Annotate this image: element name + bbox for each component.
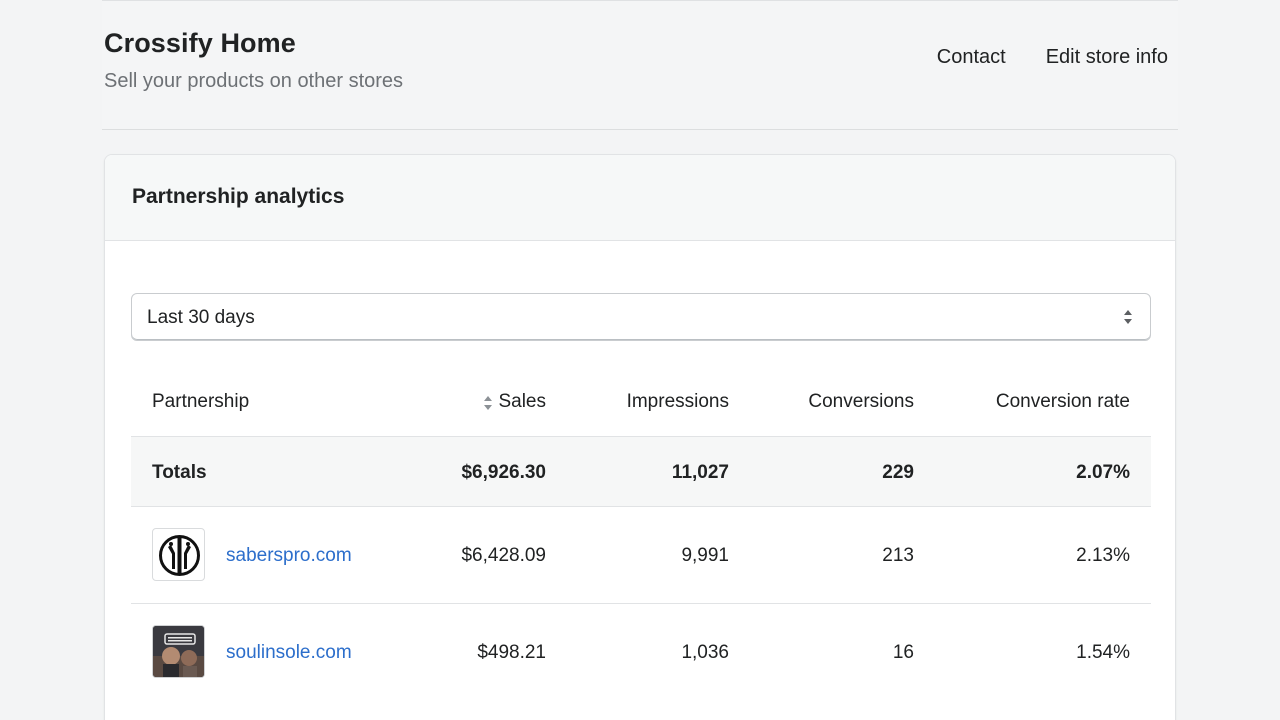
contact-button[interactable]: Contact bbox=[936, 46, 1006, 68]
card-header: Partnership analytics bbox=[105, 155, 1175, 241]
page-header: Crossify Home Sell your products on othe… bbox=[102, 1, 1178, 130]
column-header-impressions: Impressions bbox=[626, 391, 729, 412]
row-conversions: 213 bbox=[882, 545, 914, 566]
row-conversions: 16 bbox=[892, 642, 914, 663]
row-sales: $6,428.09 bbox=[461, 545, 546, 566]
page-title: Crossify Home bbox=[104, 28, 296, 58]
row-impressions: 9,991 bbox=[681, 545, 729, 566]
date-range-value: Last 30 days bbox=[147, 307, 255, 328]
table-row: soulinsole.com $498.21 1,036 16 1.54% bbox=[131, 604, 1151, 701]
page: Crossify Home Sell your products on othe… bbox=[102, 0, 1178, 720]
row-impressions: 1,036 bbox=[681, 642, 729, 663]
table-row: saberspro.com $6,428.09 9,991 213 2.13% bbox=[131, 507, 1151, 604]
card-title: Partnership analytics bbox=[132, 185, 345, 208]
column-header-partnership: Partnership bbox=[152, 391, 250, 412]
totals-impressions: 11,027 bbox=[671, 462, 729, 483]
saber-logo-icon bbox=[159, 535, 200, 576]
totals-row: Totals $6,926.30 11,027 229 2.07% bbox=[131, 437, 1151, 507]
partner-logo bbox=[152, 625, 205, 678]
soulinsole-logo-icon bbox=[153, 626, 204, 677]
partner-link-saberspro[interactable]: saberspro.com bbox=[226, 545, 352, 566]
page-subtitle: Sell your products on other stores bbox=[104, 70, 404, 92]
column-header-conversions: Conversions bbox=[808, 391, 914, 412]
select-caret-icon bbox=[1124, 310, 1132, 324]
partner-link-soulinsole[interactable]: soulinsole.com bbox=[226, 642, 352, 663]
partnership-analytics-card: Partnership analytics Last 30 days Partn… bbox=[104, 154, 1176, 720]
header-actions: Contact Edit store info bbox=[937, 46, 1168, 69]
totals-label: Totals bbox=[152, 462, 207, 483]
column-header-sales[interactable]: Sales bbox=[498, 391, 546, 412]
partner-logo bbox=[152, 528, 205, 581]
sort-icon[interactable] bbox=[483, 395, 493, 411]
totals-conversion-rate: 2.07% bbox=[1076, 462, 1130, 483]
top-divider bbox=[102, 0, 1178, 1]
edit-store-info-button[interactable]: Edit store info bbox=[1045, 46, 1168, 68]
column-header-conversion-rate: Conversion rate bbox=[995, 391, 1130, 412]
row-conversion-rate: 1.54% bbox=[1076, 642, 1130, 663]
totals-sales: $6,926.30 bbox=[461, 462, 546, 483]
row-sales: $498.21 bbox=[477, 642, 546, 663]
row-conversion-rate: 2.13% bbox=[1076, 545, 1130, 566]
analytics-table: Partnership Sales Impressions Conversion… bbox=[131, 367, 1151, 701]
date-range-select[interactable]: Last 30 days bbox=[131, 293, 1151, 341]
table-header-row: Partnership Sales Impressions Conversion… bbox=[131, 367, 1151, 437]
totals-conversions: 229 bbox=[882, 462, 914, 483]
